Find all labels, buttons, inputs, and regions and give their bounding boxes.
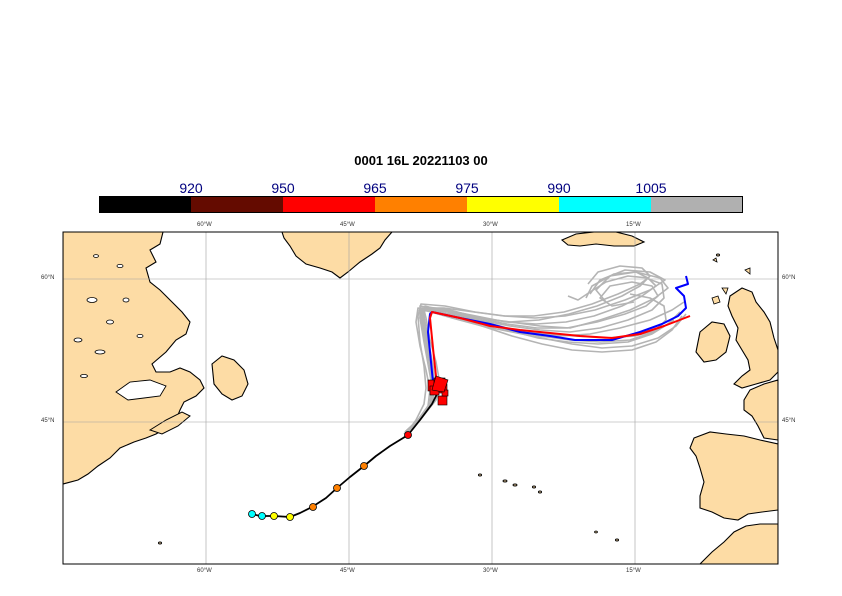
- iberia-land: [689, 431, 778, 521]
- lon-tick-top-30w: 30°W: [483, 222, 498, 228]
- lon-tick-bottom-30w: 30°W: [483, 568, 498, 574]
- colorbar-seg-5: [467, 196, 559, 213]
- track-red: [429, 311, 691, 392]
- scottish-isles: [711, 257, 751, 305]
- colorbar-seg-6: [559, 196, 651, 213]
- ireland-land: [695, 321, 731, 363]
- initial-cluster: [427, 375, 449, 406]
- map-frame: [62, 231, 779, 565]
- colorbar-label-965: 965: [363, 180, 387, 196]
- track-point: [258, 512, 266, 520]
- land-layer: [63, 232, 778, 564]
- newfoundland-land: [211, 355, 249, 401]
- colorbar-seg-4: [375, 196, 467, 213]
- gulf-st-lawrence: [115, 379, 167, 401]
- lat-tick-right-45n: 45°N: [782, 418, 796, 424]
- atlantic-islands: [157, 253, 721, 545]
- colorbar-label-1005: 1005: [635, 180, 667, 196]
- lat-tick-left-45n: 45°N: [41, 418, 55, 424]
- track-point: [309, 503, 317, 511]
- colorbar-label-920: 920: [179, 180, 203, 196]
- track-blue: [427, 275, 689, 393]
- track-black: [251, 383, 442, 518]
- nova-scotia-land: [148, 411, 191, 435]
- track-markers: [248, 431, 412, 521]
- lon-tick-bottom-45w: 45°W: [340, 568, 355, 574]
- colorbar-label-950: 950: [271, 180, 295, 196]
- track-point: [333, 484, 341, 492]
- graticule: [63, 232, 778, 564]
- colorbar-label-975: 975: [455, 180, 479, 196]
- lat-tick-left-60n: 60°N: [41, 275, 55, 281]
- lon-tick-bottom-60w: 60°W: [197, 568, 212, 574]
- chart-title: 0001 16L 20221103 00: [354, 153, 488, 168]
- colorbar-seg-3: [283, 196, 375, 213]
- lon-tick-top-60w: 60°W: [197, 222, 212, 228]
- track-point: [286, 513, 294, 521]
- lon-tick-top-45w: 45°W: [340, 222, 355, 228]
- lat-tick-right-60n: 60°N: [782, 275, 796, 281]
- track-point: [248, 510, 256, 518]
- track-point: [270, 512, 278, 520]
- colorbar-seg-1: [99, 196, 191, 213]
- lon-tick-top-15w: 15°W: [626, 222, 641, 228]
- lon-tick-bottom-15w: 15°W: [626, 568, 641, 574]
- colorbar-label-990: 990: [547, 180, 571, 196]
- colorbar-seg-2: [191, 196, 283, 213]
- colorbar-seg-7: [651, 196, 743, 213]
- track-point: [360, 462, 368, 470]
- france-land: [743, 379, 778, 441]
- great-britain-land: [727, 287, 778, 389]
- colorbar-frame: [99, 196, 743, 213]
- north-africa-land: [699, 523, 778, 564]
- greenland-land: [281, 232, 393, 279]
- track-point: [404, 431, 412, 439]
- lakes: [73, 254, 144, 378]
